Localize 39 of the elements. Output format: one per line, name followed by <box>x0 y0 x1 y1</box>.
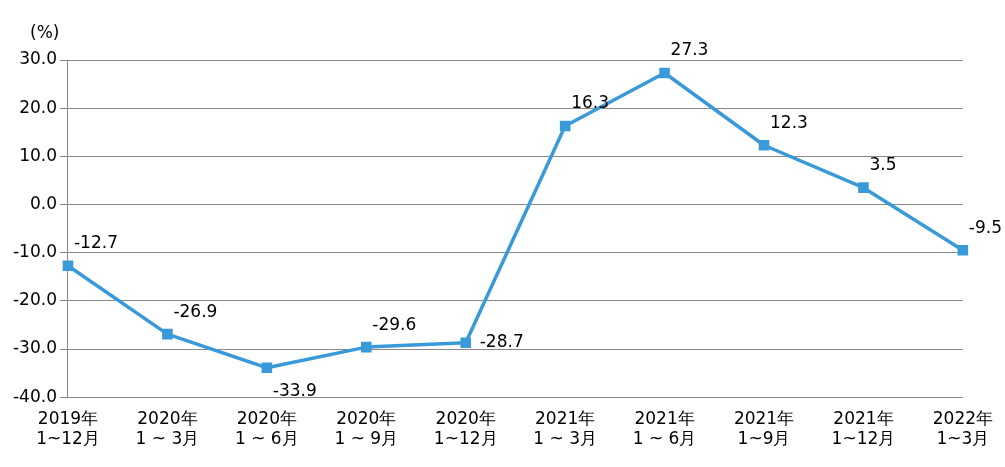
data-label: 12.3 <box>770 111 808 132</box>
y-tick-label: -30.0 <box>12 337 57 358</box>
data-label: 3.5 <box>869 154 897 175</box>
x-tick-label: 2021年 1~12月 <box>831 407 896 449</box>
x-tick-label: 2021年 1 ~ 6月 <box>632 407 697 449</box>
point <box>659 67 670 79</box>
point <box>957 244 969 256</box>
y-tick-label: -40.0 <box>12 385 57 406</box>
y-tick-label: 10.0 <box>19 144 57 165</box>
x-tick-label: 2020年 1 ~ 6月 <box>235 407 299 449</box>
y-tick-label: 20.0 <box>19 96 57 117</box>
data-label: -12.7 <box>73 232 118 253</box>
point <box>62 260 74 271</box>
point <box>460 337 471 349</box>
point <box>261 362 273 374</box>
data-label: 16.3 <box>571 92 609 113</box>
point <box>858 182 869 193</box>
point <box>559 120 571 132</box>
y-tick-label: -10.0 <box>12 241 57 262</box>
point <box>360 341 372 353</box>
data-label: -9.5 <box>968 216 1003 237</box>
data-label: -33.9 <box>272 380 317 401</box>
x-tick-label: 2020年 1~12月 <box>433 407 498 449</box>
x-tick-label: 2020年 1 ~ 9月 <box>334 407 399 449</box>
y-tick-label: -20.0 <box>12 289 57 310</box>
point <box>162 328 173 340</box>
data-label: 27.3 <box>670 39 709 60</box>
point <box>758 139 770 151</box>
data-label: -29.6 <box>372 313 417 334</box>
x-tick-label: 2019年 1~12月 <box>36 407 100 449</box>
x-tick-label: 2022年 1~3月 <box>932 407 993 449</box>
x-tick-label: 2021年 1 ~ 3月 <box>533 407 597 449</box>
y-axis-title: (%) <box>30 22 60 42</box>
y-tick-label: 30.0 <box>19 48 57 69</box>
x-tick-label: 2021年 1~9月 <box>733 407 795 449</box>
data-label: -28.7 <box>479 331 524 352</box>
x-tick-label: 2020年 1 ~ 3月 <box>135 407 200 449</box>
data-label: -26.9 <box>173 300 218 321</box>
y-tick-label: 0.0 <box>29 192 57 213</box>
